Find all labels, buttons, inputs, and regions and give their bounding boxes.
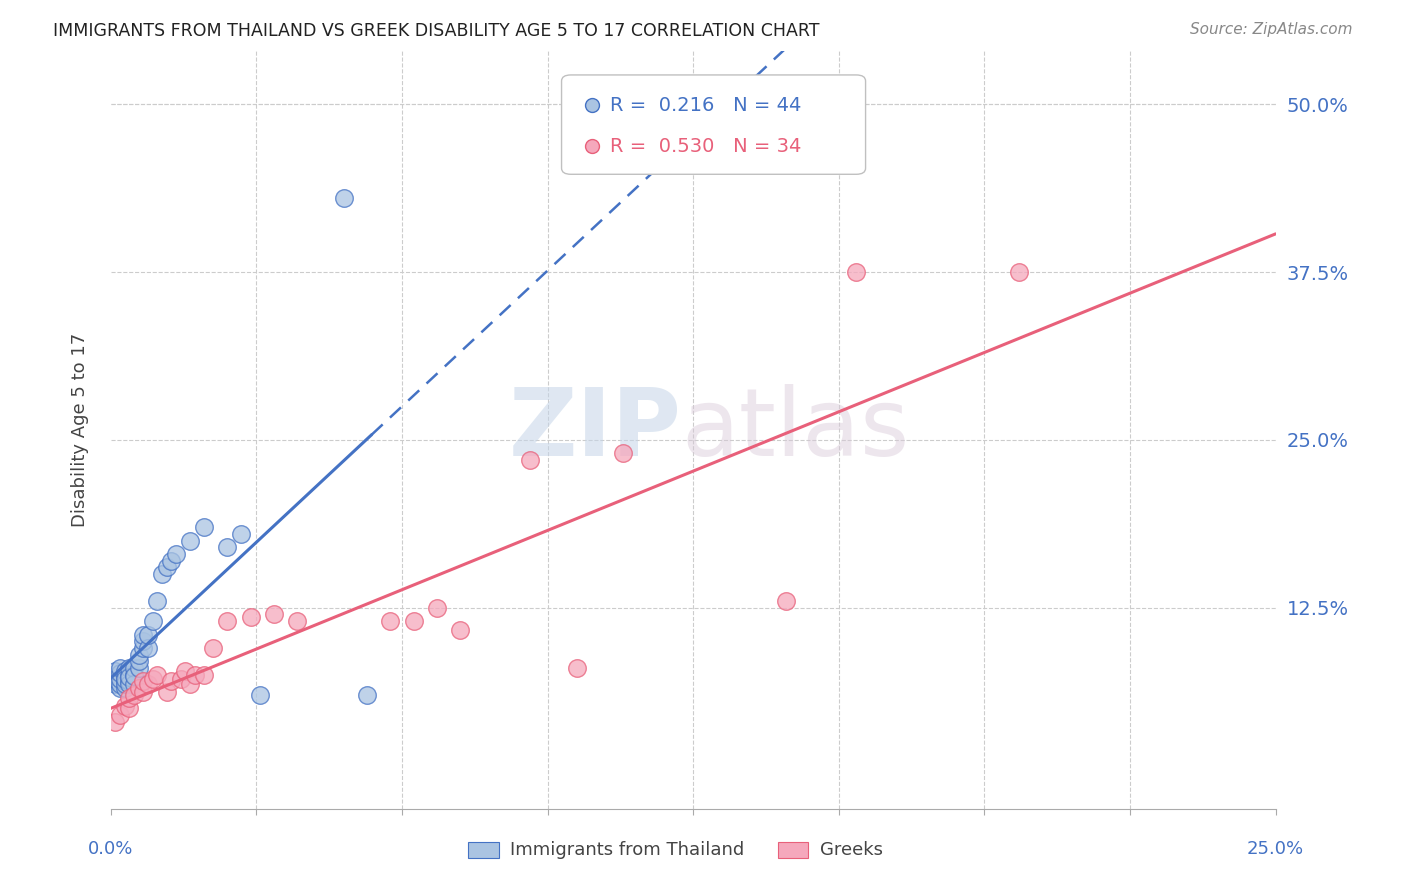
- Point: [122, 661, 145, 675]
- Point: [332, 191, 354, 205]
- Point: [114, 672, 136, 686]
- FancyBboxPatch shape: [561, 75, 866, 174]
- Point: [449, 624, 471, 638]
- Point: [132, 634, 155, 648]
- Point: [150, 567, 173, 582]
- Point: [239, 610, 262, 624]
- Point: [136, 677, 159, 691]
- Point: [263, 607, 285, 622]
- Point: [519, 453, 541, 467]
- Point: [108, 661, 131, 675]
- Point: [114, 681, 136, 696]
- Point: [217, 614, 239, 628]
- Point: [146, 594, 169, 608]
- Point: [174, 664, 197, 678]
- Point: [193, 520, 215, 534]
- Point: [142, 614, 165, 628]
- Point: [118, 670, 141, 684]
- Text: 25.0%: 25.0%: [1247, 840, 1305, 858]
- Point: [132, 674, 155, 689]
- Point: [118, 690, 141, 705]
- Text: atlas: atlas: [682, 384, 910, 475]
- Point: [136, 627, 159, 641]
- Point: [612, 446, 634, 460]
- Point: [285, 614, 308, 628]
- Point: [108, 681, 131, 696]
- Point: [118, 677, 141, 691]
- Point: [118, 667, 141, 681]
- Point: [132, 627, 155, 641]
- Point: [108, 672, 131, 686]
- Point: [128, 654, 150, 668]
- Point: [193, 667, 215, 681]
- Point: [132, 685, 155, 699]
- Point: [128, 661, 150, 675]
- Point: [114, 698, 136, 713]
- Point: [122, 669, 145, 683]
- Point: [114, 664, 136, 678]
- Text: Source: ZipAtlas.com: Source: ZipAtlas.com: [1189, 22, 1353, 37]
- Point: [118, 674, 141, 689]
- Point: [122, 667, 145, 681]
- Point: [231, 526, 253, 541]
- Point: [202, 640, 225, 655]
- Point: [118, 661, 141, 675]
- Point: [114, 674, 136, 689]
- Point: [114, 669, 136, 683]
- Point: [426, 600, 449, 615]
- Point: [156, 685, 179, 699]
- Point: [183, 667, 205, 681]
- Y-axis label: Disability Age 5 to 17: Disability Age 5 to 17: [72, 333, 89, 527]
- Point: [249, 688, 271, 702]
- Point: [1008, 265, 1031, 279]
- Text: IMMIGRANTS FROM THAILAND VS GREEK DISABILITY AGE 5 TO 17 CORRELATION CHART: IMMIGRANTS FROM THAILAND VS GREEK DISABI…: [53, 22, 820, 40]
- Point: [104, 664, 127, 678]
- Text: R =  0.530   N = 34: R = 0.530 N = 34: [610, 136, 801, 156]
- Text: Greeks: Greeks: [820, 841, 883, 859]
- Point: [356, 688, 378, 702]
- Point: [142, 672, 165, 686]
- Point: [380, 614, 402, 628]
- Point: [160, 674, 183, 689]
- Point: [136, 640, 159, 655]
- Point: [132, 640, 155, 655]
- Point: [108, 677, 131, 691]
- Point: [169, 672, 191, 686]
- Text: Immigrants from Thailand: Immigrants from Thailand: [510, 841, 745, 859]
- Point: [179, 533, 201, 548]
- Point: [146, 667, 169, 681]
- Point: [775, 594, 797, 608]
- Point: [104, 677, 127, 691]
- Point: [122, 677, 145, 691]
- Point: [845, 265, 868, 279]
- Point: [160, 554, 183, 568]
- Point: [104, 672, 127, 686]
- Point: [565, 661, 588, 675]
- Point: [156, 560, 179, 574]
- Point: [128, 681, 150, 696]
- Point: [128, 648, 150, 662]
- Point: [108, 666, 131, 681]
- Point: [108, 708, 131, 723]
- Point: [179, 677, 201, 691]
- Point: [114, 677, 136, 691]
- Point: [402, 614, 425, 628]
- Point: [217, 541, 239, 555]
- Point: [104, 714, 127, 729]
- Point: [118, 701, 141, 715]
- Text: 0.0%: 0.0%: [89, 840, 134, 858]
- Point: [165, 547, 187, 561]
- Text: ZIP: ZIP: [509, 384, 682, 475]
- Point: [122, 688, 145, 702]
- Text: R =  0.216   N = 44: R = 0.216 N = 44: [610, 96, 801, 115]
